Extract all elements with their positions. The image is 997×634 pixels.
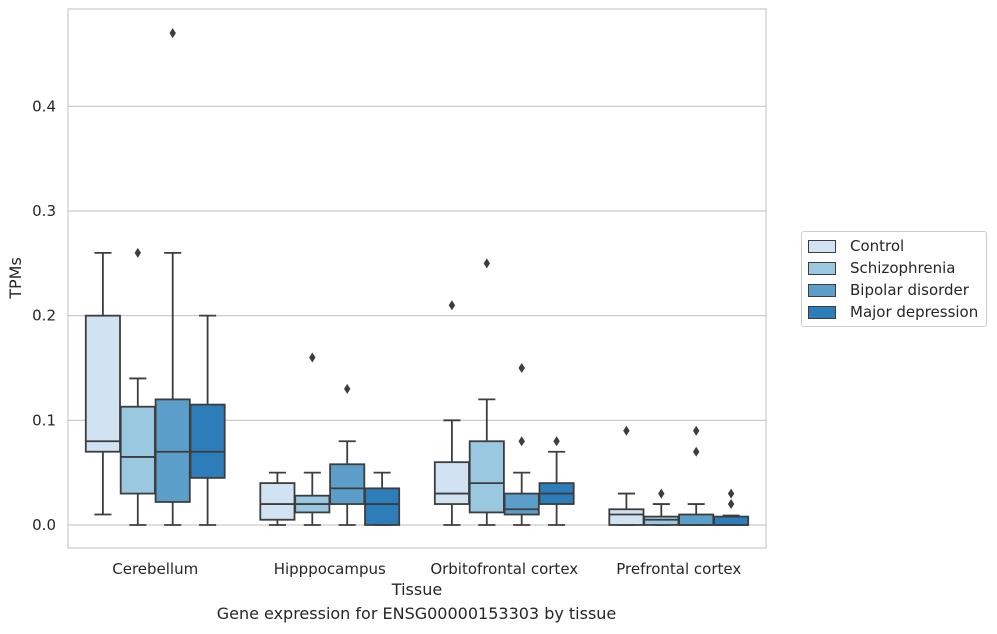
legend-label-schizophrenia: Schizophrenia: [850, 259, 956, 277]
outlier-point-0: [448, 300, 456, 311]
box-0-1: [259, 471, 296, 526]
y-tick-label-1: 0.1: [32, 411, 56, 429]
y-tick-label-2: 0.2: [32, 307, 56, 325]
legend-label-control: Control: [850, 237, 905, 255]
box-body: [154, 398, 191, 503]
x-tick-label-0: Cerebellum: [112, 560, 198, 578]
box-2-3: [678, 425, 715, 526]
outlier-point-0: [553, 436, 560, 447]
legend-item-schizophrenia: Schizophrenia: [808, 258, 955, 278]
y-tick-label-4: 0.4: [32, 97, 56, 115]
outlier-point-0: [169, 28, 176, 39]
legend-item-bipolar: Bipolar disorder: [808, 280, 969, 300]
y-tick-label-0: 0.0: [32, 516, 56, 534]
y-tick-label-3: 0.3: [32, 202, 56, 220]
box-1-0: [119, 247, 156, 526]
outlier-point-0: [309, 352, 316, 363]
x-axis-label: Tissue: [391, 580, 442, 599]
box-body: [678, 513, 715, 526]
box-groups: [84, 28, 750, 526]
box-1-1: [294, 352, 331, 526]
box-body: [189, 403, 226, 479]
box-2-2: [503, 362, 540, 526]
box-3-2: [538, 436, 575, 526]
x-tick-label-3: Prefrontal cortex: [616, 560, 741, 578]
legend-swatch-schizophrenia: [808, 261, 836, 275]
box-0-3: [608, 425, 645, 526]
outlier-point-1: [518, 362, 525, 373]
legend-swatch-major-depression: [808, 305, 836, 319]
legend-label-bipolar: Bipolar disorder: [850, 281, 969, 299]
box-3-1: [364, 471, 401, 526]
legend-item-control: Control: [808, 236, 904, 256]
legend-swatch-control: [808, 239, 836, 253]
outlier-point-0: [344, 383, 351, 394]
outlier-point-0: [518, 436, 525, 447]
box-body: [503, 492, 540, 516]
box-1-3: [643, 488, 680, 526]
legend-item-major-depression: Major depression: [808, 302, 978, 322]
outlier-point-0: [134, 247, 141, 258]
box-1-2: [468, 258, 505, 526]
legend-label-major-depression: Major depression: [850, 303, 979, 321]
chart-caption: Gene expression for ENSG00000153303 by t…: [216, 604, 617, 623]
outlier-point-0: [658, 488, 665, 499]
outlier-point-0: [483, 258, 490, 269]
box-body: [433, 461, 470, 505]
plot-frame: [67, 8, 767, 549]
box-body: [643, 515, 680, 526]
outlier-point-0: [623, 425, 630, 436]
box-body: [364, 487, 401, 526]
box-body: [119, 405, 156, 495]
outlier-point-0: [727, 499, 735, 510]
x-tick-label-2: Orbitofrontal cortex: [430, 560, 578, 578]
x-tick-label-1: Hipppocampus: [274, 560, 386, 578]
box-2-1: [329, 383, 366, 526]
box-body: [84, 314, 121, 453]
outlier-point-0: [693, 446, 700, 457]
box-body: [329, 463, 366, 505]
box-0-0: [84, 251, 121, 516]
box-body: [259, 482, 296, 521]
box-body: [608, 508, 645, 526]
box-3-0: [189, 314, 226, 526]
legend-swatch-bipolar: [808, 283, 836, 297]
legend: Control Schizophrenia Bipolar disorder M…: [801, 231, 987, 327]
outlier-point-1: [693, 425, 700, 436]
y-axis-label: TPMs: [6, 257, 25, 300]
box-3-3: [713, 488, 750, 526]
x-axis-ticks: Cerebellum Hipppocampus Orbitofrontal cort…: [112, 560, 741, 578]
y-axis-ticks: 0.0 0.1 0.2 0.3 0.4: [32, 97, 56, 534]
box-2-0: [154, 28, 191, 526]
box-body: [713, 515, 750, 526]
outlier-point-1: [727, 488, 735, 499]
box-0-2: [433, 300, 470, 526]
box-body: [468, 440, 505, 514]
